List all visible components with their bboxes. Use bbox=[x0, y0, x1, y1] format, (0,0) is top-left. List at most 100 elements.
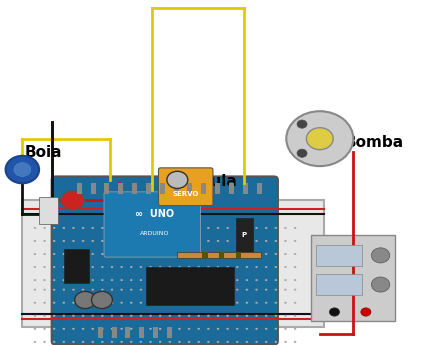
Text: P: P bbox=[242, 232, 247, 238]
Text: Válvula: Válvula bbox=[175, 174, 238, 189]
Circle shape bbox=[159, 227, 162, 229]
Circle shape bbox=[168, 289, 171, 291]
Circle shape bbox=[188, 279, 190, 281]
Circle shape bbox=[130, 328, 133, 330]
Circle shape bbox=[236, 328, 238, 330]
Bar bbox=[132, 183, 137, 194]
Circle shape bbox=[43, 341, 46, 343]
Circle shape bbox=[43, 315, 46, 317]
Circle shape bbox=[149, 328, 152, 330]
Circle shape bbox=[178, 266, 181, 268]
Circle shape bbox=[140, 240, 142, 242]
Circle shape bbox=[284, 328, 287, 330]
Circle shape bbox=[140, 289, 142, 291]
Circle shape bbox=[92, 302, 94, 304]
Circle shape bbox=[371, 248, 390, 263]
Circle shape bbox=[246, 279, 248, 281]
Circle shape bbox=[111, 266, 113, 268]
Circle shape bbox=[284, 266, 287, 268]
Circle shape bbox=[53, 315, 55, 317]
Circle shape bbox=[197, 328, 200, 330]
Circle shape bbox=[62, 315, 65, 317]
Circle shape bbox=[217, 266, 219, 268]
Circle shape bbox=[255, 315, 258, 317]
Circle shape bbox=[120, 240, 123, 242]
Text: ARDUINO: ARDUINO bbox=[140, 230, 169, 236]
Circle shape bbox=[246, 341, 248, 343]
Circle shape bbox=[207, 253, 210, 255]
Circle shape bbox=[197, 279, 200, 281]
Circle shape bbox=[188, 341, 190, 343]
Circle shape bbox=[284, 315, 287, 317]
Circle shape bbox=[178, 227, 181, 229]
Circle shape bbox=[120, 279, 123, 281]
Circle shape bbox=[275, 289, 277, 291]
Circle shape bbox=[101, 253, 104, 255]
Circle shape bbox=[236, 266, 238, 268]
Circle shape bbox=[265, 302, 268, 304]
Circle shape bbox=[72, 227, 75, 229]
Circle shape bbox=[101, 315, 104, 317]
Circle shape bbox=[217, 253, 219, 255]
Circle shape bbox=[53, 289, 55, 291]
Circle shape bbox=[275, 315, 277, 317]
Circle shape bbox=[188, 227, 190, 229]
Circle shape bbox=[92, 279, 94, 281]
Circle shape bbox=[236, 302, 238, 304]
Circle shape bbox=[275, 253, 277, 255]
Circle shape bbox=[149, 253, 152, 255]
Circle shape bbox=[53, 240, 55, 242]
Circle shape bbox=[226, 302, 229, 304]
Circle shape bbox=[178, 279, 181, 281]
Bar bbox=[153, 327, 158, 338]
Circle shape bbox=[34, 302, 36, 304]
Circle shape bbox=[197, 315, 200, 317]
Circle shape bbox=[92, 266, 94, 268]
Circle shape bbox=[275, 302, 277, 304]
Circle shape bbox=[111, 289, 113, 291]
Circle shape bbox=[101, 240, 104, 242]
FancyBboxPatch shape bbox=[146, 267, 234, 305]
Circle shape bbox=[82, 289, 84, 291]
Circle shape bbox=[197, 227, 200, 229]
Bar bbox=[167, 327, 172, 338]
Circle shape bbox=[226, 266, 229, 268]
Circle shape bbox=[167, 171, 188, 189]
Bar bbox=[105, 183, 109, 194]
Circle shape bbox=[72, 253, 75, 255]
Circle shape bbox=[120, 253, 123, 255]
Circle shape bbox=[246, 253, 248, 255]
Circle shape bbox=[197, 289, 200, 291]
Circle shape bbox=[82, 227, 84, 229]
Circle shape bbox=[43, 253, 46, 255]
Bar bbox=[316, 274, 362, 295]
Circle shape bbox=[101, 302, 104, 304]
Circle shape bbox=[120, 266, 123, 268]
Circle shape bbox=[140, 328, 142, 330]
Circle shape bbox=[178, 289, 181, 291]
Circle shape bbox=[255, 253, 258, 255]
Circle shape bbox=[197, 302, 200, 304]
Circle shape bbox=[226, 253, 229, 255]
Circle shape bbox=[92, 328, 94, 330]
Circle shape bbox=[265, 266, 268, 268]
Circle shape bbox=[168, 341, 171, 343]
Circle shape bbox=[92, 315, 94, 317]
Circle shape bbox=[92, 240, 94, 242]
Circle shape bbox=[255, 328, 258, 330]
Circle shape bbox=[140, 279, 142, 281]
Bar bbox=[236, 252, 241, 258]
Circle shape bbox=[246, 302, 248, 304]
Circle shape bbox=[246, 289, 248, 291]
Circle shape bbox=[72, 302, 75, 304]
Circle shape bbox=[53, 328, 55, 330]
Circle shape bbox=[111, 302, 113, 304]
Bar bbox=[316, 245, 362, 266]
Circle shape bbox=[168, 315, 171, 317]
Circle shape bbox=[34, 240, 36, 242]
Circle shape bbox=[265, 240, 268, 242]
Bar bbox=[146, 183, 151, 194]
Circle shape bbox=[217, 227, 219, 229]
Circle shape bbox=[120, 227, 123, 229]
Bar bbox=[257, 183, 262, 194]
